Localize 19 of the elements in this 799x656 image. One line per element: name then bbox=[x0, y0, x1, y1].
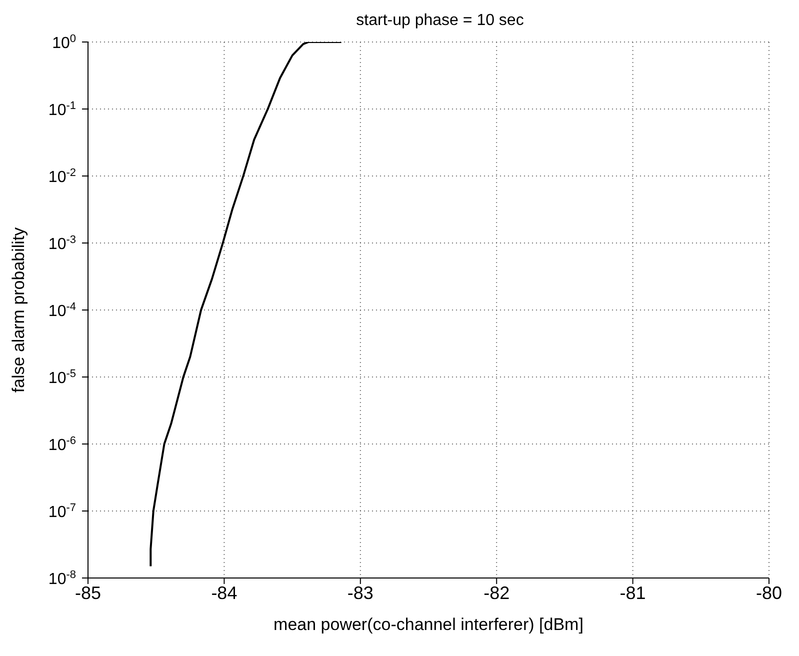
y-tick-label: 10$^{-2}$ bbox=[48, 167, 76, 186]
chart-title: start-up phase = 10 sec bbox=[355, 12, 525, 30]
x-tick-label: -85 bbox=[74, 582, 102, 603]
y-tick-label: 10$^{-3}$ bbox=[48, 234, 76, 253]
x-tick-label: -84 bbox=[211, 582, 238, 603]
y-tick-label: 10$^{0}$ bbox=[52, 33, 76, 52]
y-axis-title: false alarm probability bbox=[9, 226, 28, 393]
x-tick-label: -80 bbox=[756, 582, 782, 603]
x-tick-label: -82 bbox=[484, 582, 510, 603]
x-axis-title: mean power(co-channel interferer) [dBm] bbox=[274, 615, 584, 634]
x-tick-label: -81 bbox=[620, 582, 646, 603]
y-tick-label: 10$^{-7}$ bbox=[48, 502, 76, 521]
y-tick-label: 10$^{-4}$ bbox=[48, 301, 76, 320]
y-tick-label: 10$^{-5}$ bbox=[48, 368, 76, 387]
y-tick-label: 10$^{-1}$ bbox=[48, 100, 76, 119]
x-tick-label: -83 bbox=[347, 582, 374, 603]
y-tick-label: 10$^{-6}$ bbox=[48, 435, 76, 454]
y-tick-label: 10$^{-8}$ bbox=[48, 569, 76, 588]
line-series bbox=[150, 42, 342, 568]
